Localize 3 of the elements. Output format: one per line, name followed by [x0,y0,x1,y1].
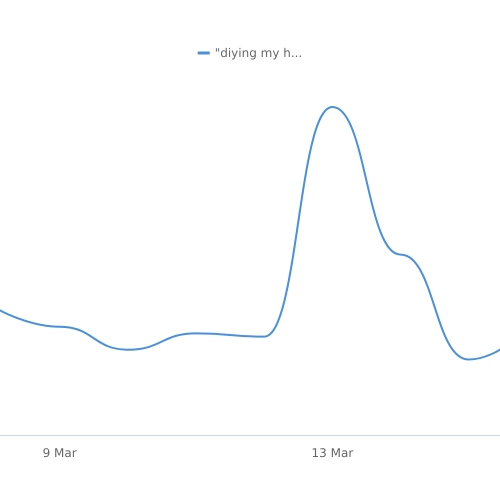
x-tick-label: 9 Mar [42,446,77,460]
legend-label: "diying my h... [214,46,302,60]
x-tick-label: 13 Mar [312,446,354,460]
